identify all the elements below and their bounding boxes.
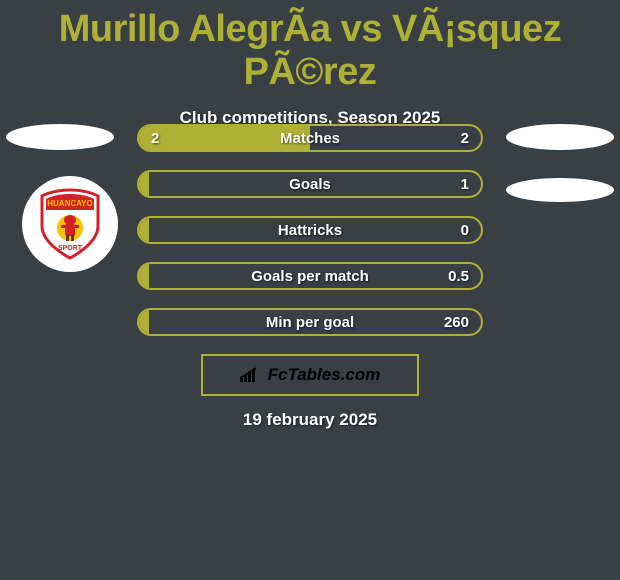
stats-container: 2 Matches 2 Goals 1 Hattricks 0 Goals pe… (137, 124, 483, 354)
stat-row-gpm: Goals per match 0.5 (137, 262, 483, 290)
club-left-logo: HUANCAYO SPORT (22, 176, 118, 272)
stat-left-value: 2 (151, 130, 159, 147)
stat-fill (139, 172, 149, 196)
stat-label: Matches (280, 130, 340, 147)
stat-label: Min per goal (266, 314, 354, 331)
date-label: 19 february 2025 (243, 410, 377, 430)
stat-fill (139, 264, 149, 288)
stat-row-mpg: Min per goal 260 (137, 308, 483, 336)
stat-row-matches: 2 Matches 2 (137, 124, 483, 152)
stat-label: Hattricks (278, 222, 342, 239)
logo-text-top: HUANCAYO (47, 199, 93, 208)
page-title: Murillo AlegrÃ­a vs VÃ¡squez PÃ©rez (0, 0, 620, 94)
bar-chart-icon (240, 367, 262, 383)
stat-right-value: 260 (444, 314, 469, 331)
fctables-badge[interactable]: FcTables.com (201, 354, 419, 396)
player-right-placeholder (506, 124, 614, 150)
logo-text-bottom: SPORT (58, 245, 83, 252)
stat-right-value: 1 (461, 176, 469, 193)
stat-fill (139, 218, 149, 242)
player-left-placeholder (6, 124, 114, 150)
stat-label: Goals per match (251, 268, 369, 285)
stat-right-value: 0.5 (448, 268, 469, 285)
stat-row-hattricks: Hattricks 0 (137, 216, 483, 244)
stat-row-goals: Goals 1 (137, 170, 483, 198)
stat-fill (139, 310, 149, 334)
fctables-label: FcTables.com (268, 365, 381, 385)
stat-right-value: 0 (461, 222, 469, 239)
stat-right-value: 2 (461, 130, 469, 147)
huancayo-shield-icon: HUANCAYO SPORT (32, 186, 108, 262)
stat-label: Goals (289, 176, 331, 193)
club-right-placeholder (506, 178, 614, 202)
